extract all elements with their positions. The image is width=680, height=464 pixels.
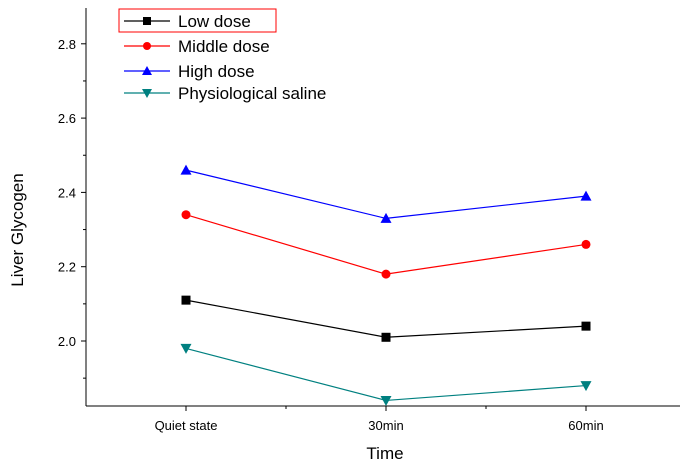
legend-item-low-dose: Low dose: [124, 12, 251, 31]
data-point: [381, 269, 391, 279]
x-tick-label: 60min: [568, 418, 603, 433]
legend-label: High dose: [178, 62, 255, 81]
axes: 2.0 2.2 2.4 2.6 2.8 Quiet state 30min 60min: [58, 8, 680, 433]
series-line: [185, 214, 587, 275]
y-tick-label: 2.0: [58, 334, 76, 349]
x-tick-label: Quiet state: [155, 418, 218, 433]
data-point: [180, 164, 192, 175]
legend: Low dose Middle dose High dose Physiologica…: [118, 8, 326, 103]
data-point: [580, 190, 592, 201]
legend-label: Middle dose: [178, 37, 270, 56]
x-tick-label: 30min: [368, 418, 403, 433]
data-point: [180, 343, 192, 354]
series-line: [185, 299, 587, 338]
series-middle-dose: [181, 210, 591, 279]
series-physiological-saline: [180, 343, 592, 406]
data-point: [181, 295, 191, 305]
legend-item-middle-dose: Middle dose: [124, 37, 270, 56]
series-low-dose: [181, 295, 591, 342]
y-tick-label: 2.4: [58, 185, 76, 200]
legend-highlight-box: [118, 8, 277, 33]
y-axis-title: Liver Glycogen: [8, 173, 27, 286]
data-point: [380, 395, 392, 406]
data-point: [580, 381, 592, 392]
series-layer: [180, 164, 592, 406]
data-point: [380, 212, 392, 223]
legend-label: Low dose: [178, 12, 251, 31]
y-tick-label: 2.6: [58, 111, 76, 126]
legend-item-high-dose: High dose: [124, 62, 255, 81]
data-point: [581, 321, 591, 331]
legend-item-physiological-saline: Physiological saline: [124, 84, 326, 103]
data-point: [581, 239, 591, 249]
legend-marker: [142, 66, 152, 75]
legend-marker: [143, 17, 151, 25]
y-tick-label: 2.8: [58, 37, 76, 52]
series-line: [185, 347, 587, 402]
legend-label: Physiological saline: [178, 84, 326, 103]
series-line: [185, 169, 587, 220]
data-point: [181, 210, 191, 220]
series-high-dose: [180, 164, 592, 223]
legend-marker: [142, 89, 152, 98]
x-axis-title: Time: [366, 444, 403, 463]
data-point: [381, 332, 391, 342]
y-tick-label: 2.2: [58, 260, 76, 275]
legend-marker: [143, 42, 151, 50]
